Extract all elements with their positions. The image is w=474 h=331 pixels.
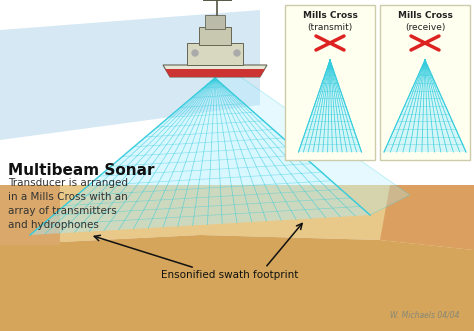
Polygon shape	[0, 10, 260, 140]
Polygon shape	[384, 60, 466, 152]
Polygon shape	[215, 73, 410, 215]
Text: Mills Cross: Mills Cross	[302, 11, 357, 20]
FancyBboxPatch shape	[380, 5, 470, 160]
Polygon shape	[0, 185, 474, 250]
FancyBboxPatch shape	[285, 5, 375, 160]
Circle shape	[192, 50, 198, 56]
Text: Transducer is arranged
in a Mills Cross with an
array of transmitters
and hydrop: Transducer is arranged in a Mills Cross …	[8, 178, 128, 230]
FancyBboxPatch shape	[205, 15, 225, 29]
Text: Mills Cross: Mills Cross	[398, 11, 453, 20]
Text: (receive): (receive)	[405, 23, 445, 32]
Polygon shape	[0, 235, 474, 331]
Text: (transmit): (transmit)	[307, 23, 353, 32]
Polygon shape	[165, 69, 265, 77]
Text: W. Michaels 04/04: W. Michaels 04/04	[391, 311, 460, 320]
Text: Multibeam Sonar: Multibeam Sonar	[8, 163, 155, 178]
Polygon shape	[163, 65, 267, 77]
Polygon shape	[380, 185, 474, 250]
FancyBboxPatch shape	[199, 27, 231, 45]
Text: Ensonified swath footprint: Ensonified swath footprint	[161, 270, 299, 280]
Polygon shape	[30, 78, 370, 235]
FancyBboxPatch shape	[187, 43, 243, 65]
Polygon shape	[0, 185, 60, 245]
Polygon shape	[299, 60, 362, 152]
Circle shape	[234, 50, 240, 56]
